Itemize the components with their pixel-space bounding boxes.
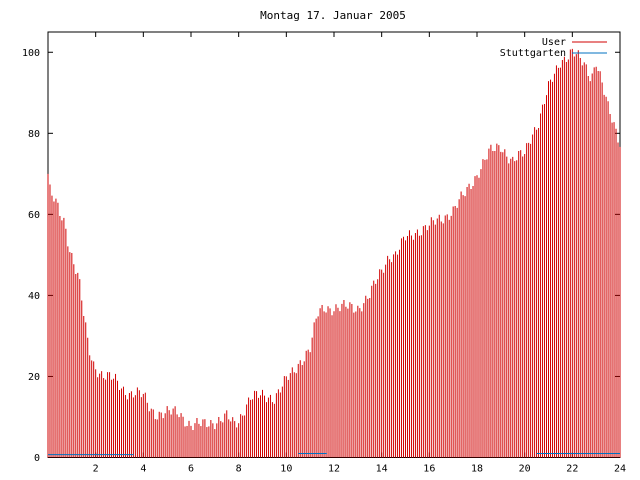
chart-title: Montag 17. Januar 2005 — [260, 9, 406, 22]
x-tick-label: 16 — [423, 464, 435, 475]
x-tick-label: 20 — [519, 464, 531, 475]
y-tick-label: 60 — [28, 210, 40, 221]
x-tick-label: 12 — [328, 464, 340, 475]
x-tick-label: 10 — [280, 464, 292, 475]
y-tick-label: 80 — [28, 129, 40, 140]
x-tick-label: 2 — [93, 464, 99, 475]
legend: User Stuttgarten — [500, 37, 607, 59]
series-stuttgarten — [48, 452, 620, 456]
x-tick-label: 14 — [376, 464, 388, 475]
x-tick-label: 6 — [188, 464, 194, 475]
x-tick-label: 18 — [471, 464, 483, 475]
legend-stuttgarten-label: Stuttgarten — [500, 48, 566, 59]
x-tick-label: 8 — [236, 464, 242, 475]
x-tick-label: 4 — [140, 464, 146, 475]
y-tick-label: 40 — [28, 291, 40, 302]
y-tick-label: 0 — [34, 453, 40, 464]
x-tick-label: 24 — [614, 464, 626, 475]
y-tick-label: 20 — [28, 372, 40, 383]
y-tick-label: 100 — [22, 48, 40, 59]
legend-user-label: User — [542, 37, 566, 48]
x-tick-label: 22 — [566, 464, 578, 475]
series-user — [47, 48, 621, 458]
